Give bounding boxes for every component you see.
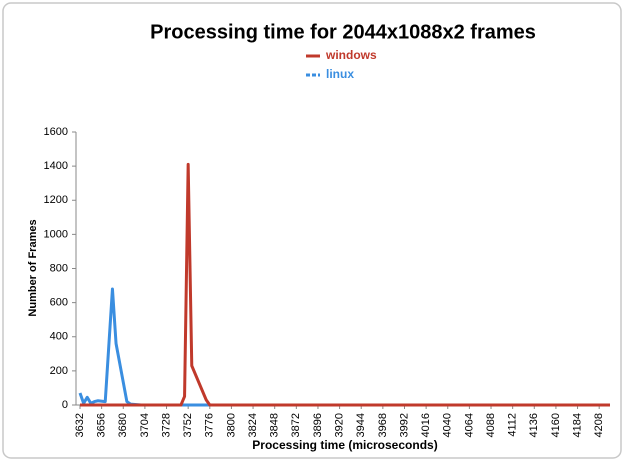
y-tick-label: 1200 <box>44 194 68 206</box>
y-tick-label: 1600 <box>44 126 68 138</box>
legend-label: linux <box>326 67 354 81</box>
x-tick-label: 3752 <box>182 413 194 437</box>
x-tick-label: 4136 <box>528 413 540 437</box>
x-tick-label: 3872 <box>290 413 302 437</box>
x-tick-label: 4064 <box>463 413 475 437</box>
y-tick-label: 0 <box>62 399 68 411</box>
x-tick-label: 3920 <box>333 413 345 437</box>
x-tick-label: 3824 <box>247 413 259 437</box>
x-tick-label: 4088 <box>485 413 497 437</box>
x-tick-label: 3704 <box>139 413 151 437</box>
y-axis-title: Number of Frames <box>27 219 39 316</box>
x-tick-label: 4040 <box>442 413 454 437</box>
x-tick-label: 3896 <box>312 413 324 437</box>
y-tick-label: 1400 <box>44 160 68 172</box>
series-line <box>78 287 610 407</box>
y-tick-label: 800 <box>50 262 68 274</box>
series-line <box>80 162 610 407</box>
x-tick-label: 3728 <box>160 413 172 437</box>
chart-title: Processing time for 2044x1088x2 frames <box>150 21 536 43</box>
x-tick-label: 3632 <box>74 413 86 437</box>
y-tick-label: 1000 <box>44 228 68 240</box>
y-tick-label: 200 <box>50 365 68 377</box>
x-tick-label: 3656 <box>96 413 108 437</box>
x-tick-label: 3848 <box>269 413 281 437</box>
x-tick-label: 3992 <box>398 413 410 437</box>
x-tick-label: 4112 <box>507 413 519 437</box>
x-tick-label: 4016 <box>420 413 432 437</box>
x-tick-label: 4184 <box>571 413 583 437</box>
x-tick-label: 4160 <box>550 413 562 437</box>
x-tick-label: 3800 <box>225 413 237 437</box>
x-axis-title: Processing time (microseconds) <box>252 438 437 452</box>
x-tick-label: 3776 <box>204 413 216 437</box>
y-tick-label: 400 <box>50 331 68 343</box>
x-tick-label: 3968 <box>377 413 389 437</box>
legend-label: windows <box>325 48 377 62</box>
x-tick-label: 4208 <box>593 413 605 437</box>
chart-border <box>2 2 622 459</box>
y-tick-label: 600 <box>50 297 68 309</box>
x-tick-label: 3680 <box>117 413 129 437</box>
x-tick-label: 3944 <box>355 413 367 437</box>
